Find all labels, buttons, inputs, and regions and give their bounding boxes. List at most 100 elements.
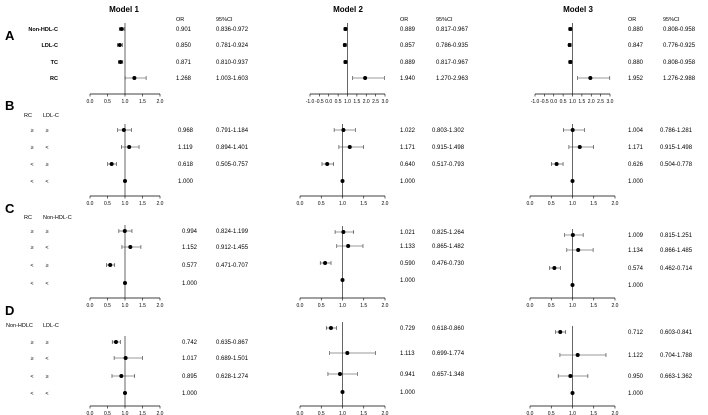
model-2-title: Model 2 (333, 5, 363, 14)
x-tick-label-a-model-2-5: 1.0 (344, 99, 351, 105)
or-value-d-model-1-4: 1.000 (182, 391, 198, 397)
x-tick-label-b-model-3-2: 0.5 (548, 201, 555, 207)
ci-value-b-model-3-3: 0.504-0.778 (660, 162, 693, 168)
x-tick-label-b-model-2-1: 0.0 (297, 201, 304, 207)
x-tick-label-b-model-2-4: 1.5 (360, 201, 367, 207)
row-label-a-4: RC (50, 76, 58, 82)
or-value-c-model-1-3: 0.577 (182, 263, 198, 269)
or-point-d-model-2-2 (345, 351, 350, 355)
ci-value-b-model-1-1: 0.791-1.184 (216, 128, 249, 134)
or-point-d-model-2-1 (328, 326, 333, 330)
x-tick-label-a-model-2-3: 0.0 (325, 99, 332, 105)
or-point-c-model-3-3 (552, 266, 557, 270)
x-tick-label-d-model-2-2: 0.5 (318, 411, 325, 415)
ci-value-b-model-2-1: 0.803-1.302 (432, 128, 465, 134)
or-point-c-model-3-4 (570, 283, 575, 287)
x-tick-label-a-model-2-6: 1.5 (353, 99, 360, 105)
or-value-d-model-3-3: 0.950 (628, 374, 644, 380)
or-point-a-model-3-1 (568, 27, 573, 31)
or-point-b-model-2-1 (341, 128, 346, 132)
ci-value-a-model-2-3: 0.817-0.967 (436, 60, 469, 66)
or-point-a-model-3-3 (568, 60, 573, 64)
ci-value-c-model-3-3: 0.462-0.714 (660, 266, 693, 272)
x-tick-label-d-model-3-2: 0.5 (548, 411, 555, 415)
x-tick-label-d-model-3-5: 2.0 (612, 411, 619, 415)
or-value-c-model-1-1: 0.994 (182, 229, 198, 235)
ci-value-a-model-2-1: 0.817-0.967 (436, 27, 469, 33)
ci-value-a-model-2-2: 0.786-0.935 (436, 43, 469, 49)
or-value-c-model-2-1: 1.021 (400, 230, 416, 236)
x-tick-label-b-model-3-5: 2.0 (612, 201, 619, 207)
x-tick-label-c-model-2-5: 2.0 (382, 303, 389, 309)
or-value-a-model-3-3: 0.880 (628, 60, 644, 66)
ci-value-c-model-2-1: 0.825-1.264 (432, 230, 465, 236)
x-tick-label-a-model-1-1: 0.0 (87, 99, 94, 105)
or-value-d-model-3-2: 1.122 (628, 353, 644, 359)
or-value-b-model-3-3: 0.626 (628, 162, 644, 168)
row-symbol-b-4-a: < (30, 179, 33, 185)
or-value-b-model-1-3: 0.618 (178, 162, 194, 168)
row-symbol-d-4-b: < (45, 391, 48, 397)
or-point-d-model-3-1 (558, 330, 563, 334)
ci-value-d-model-2-2: 0.699-1.774 (432, 351, 465, 357)
or-point-a-model-1-1 (119, 27, 124, 31)
or-value-b-model-1-1: 0.968 (178, 128, 194, 134)
or-value-d-model-1-2: 1.017 (182, 356, 198, 362)
row-symbol-c-1-b: ≥ (45, 229, 48, 235)
group-header-b-2: LDL-C (43, 113, 59, 119)
ci-value-a-model-1-4: 1.003-1.603 (216, 76, 249, 82)
x-tick-label-a-model-3-7: 2.0 (588, 99, 595, 105)
or-value-a-model-2-4: 1.940 (400, 76, 416, 82)
x-tick-label-b-model-2-2: 0.5 (318, 201, 325, 207)
ci-header-2: 95%CI (436, 17, 453, 23)
or-point-c-model-3-2 (576, 248, 581, 252)
x-tick-label-b-model-1-5: 2.0 (157, 201, 164, 207)
x-tick-label-a-model-3-1: -1.0 (531, 99, 540, 105)
or-point-a-model-1-3 (118, 60, 123, 64)
ci-value-a-model-1-2: 0.781-0.924 (216, 43, 249, 49)
group-header-d-2: LDL-C (43, 323, 59, 329)
ci-value-a-model-1-3: 0.810-0.937 (216, 60, 249, 66)
or-point-a-model-1-4 (132, 76, 137, 80)
or-value-c-model-2-4: 1.000 (400, 278, 416, 284)
or-point-b-model-1-3 (109, 162, 114, 166)
or-value-b-model-3-2: 1.171 (628, 145, 644, 151)
or-point-d-model-3-2 (575, 353, 580, 357)
panel-label-a: A (5, 28, 15, 43)
row-symbol-b-2-a: ≥ (30, 145, 33, 151)
x-tick-label-b-model-3-3: 1.0 (569, 201, 576, 207)
or-value-d-model-3-4: 1.000 (628, 391, 644, 397)
or-point-a-model-3-4 (588, 76, 593, 80)
or-point-a-model-3-2 (567, 43, 572, 47)
row-symbol-c-4-a: < (30, 281, 33, 287)
ci-value-a-model-3-2: 0.776-0.925 (663, 43, 696, 49)
x-tick-label-c-model-1-4: 1.5 (139, 303, 146, 309)
or-value-a-model-1-4: 1.268 (176, 76, 192, 82)
x-tick-label-a-model-1-3: 1.0 (122, 99, 129, 105)
or-point-c-model-1-1 (122, 229, 127, 233)
x-tick-label-a-model-2-1: -1.0 (306, 99, 315, 105)
x-tick-label-a-model-3-9: 3.0 (607, 99, 614, 105)
x-tick-label-a-model-2-2: -0.5 (315, 99, 324, 105)
model-1-title: Model 1 (109, 5, 139, 14)
or-value-a-model-3-2: 0.847 (628, 43, 644, 49)
x-tick-label-c-model-3-3: 1.0 (569, 303, 576, 309)
x-tick-label-a-model-2-7: 2.0 (363, 99, 370, 105)
or-point-b-model-3-3 (554, 162, 559, 166)
or-header-3: OR (628, 17, 636, 23)
x-tick-label-b-model-1-3: 1.0 (122, 201, 129, 207)
or-value-b-model-1-4: 1.000 (178, 179, 194, 185)
row-symbol-c-3-a: < (30, 263, 33, 269)
x-tick-label-c-model-3-4: 1.5 (590, 303, 597, 309)
ci-value-d-model-3-2: 0.704-1.788 (660, 353, 693, 359)
ci-value-a-model-1-1: 0.836-0.972 (216, 27, 249, 33)
x-tick-label-d-model-1-5: 2.0 (157, 411, 164, 415)
row-label-a-2: LDL-C (42, 43, 59, 49)
or-point-b-model-2-4 (340, 179, 345, 183)
x-tick-label-c-model-2-2: 0.5 (318, 303, 325, 309)
ci-value-d-model-1-3: 0.628-1.274 (216, 374, 249, 380)
x-tick-label-b-model-2-3: 1.0 (339, 201, 346, 207)
or-value-b-model-2-1: 1.022 (400, 128, 416, 134)
or-point-d-model-1-1 (113, 340, 118, 344)
